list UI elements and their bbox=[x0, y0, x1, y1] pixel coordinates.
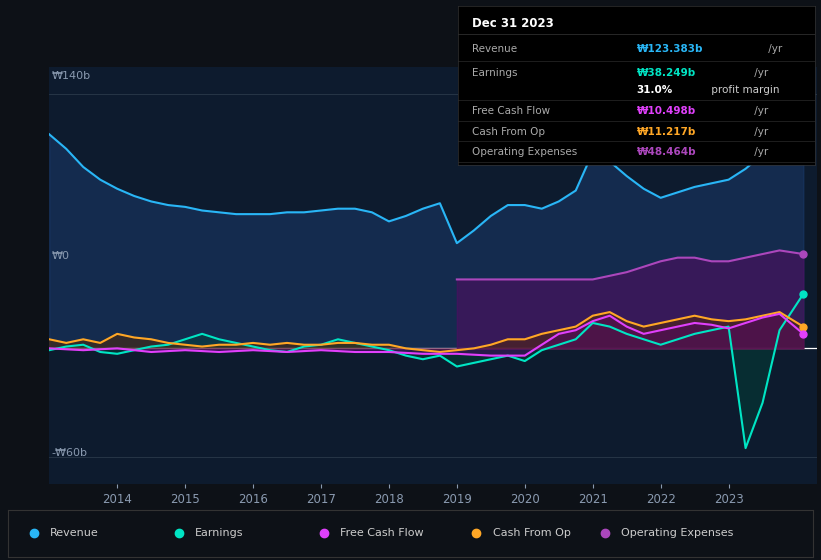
Text: Free Cash Flow: Free Cash Flow bbox=[472, 106, 551, 116]
Text: /yr: /yr bbox=[751, 127, 768, 137]
Text: Cash From Op: Cash From Op bbox=[472, 127, 545, 137]
Text: Revenue: Revenue bbox=[50, 529, 99, 538]
Text: /yr: /yr bbox=[751, 147, 768, 157]
Text: ₩48.464b: ₩48.464b bbox=[637, 147, 696, 157]
Text: ₩11.217b: ₩11.217b bbox=[637, 127, 696, 137]
Text: /yr: /yr bbox=[751, 106, 768, 116]
Text: ₩140b: ₩140b bbox=[52, 71, 90, 81]
Text: Cash From Op: Cash From Op bbox=[493, 529, 571, 538]
Text: /yr: /yr bbox=[751, 68, 768, 78]
Text: Operating Expenses: Operating Expenses bbox=[621, 529, 734, 538]
Text: ₩38.249b: ₩38.249b bbox=[637, 68, 696, 78]
Text: /yr: /yr bbox=[765, 44, 782, 54]
Text: Dec 31 2023: Dec 31 2023 bbox=[472, 17, 554, 30]
Text: ₩10.498b: ₩10.498b bbox=[637, 106, 696, 116]
Text: 31.0%: 31.0% bbox=[637, 85, 673, 95]
Text: ₩123.383b: ₩123.383b bbox=[637, 44, 703, 54]
Text: profit margin: profit margin bbox=[709, 85, 780, 95]
Text: -₩60b: -₩60b bbox=[52, 448, 88, 458]
Text: Revenue: Revenue bbox=[472, 44, 517, 54]
Text: Operating Expenses: Operating Expenses bbox=[472, 147, 578, 157]
Text: Free Cash Flow: Free Cash Flow bbox=[340, 529, 424, 538]
Text: Earnings: Earnings bbox=[195, 529, 243, 538]
Text: ₩0: ₩0 bbox=[52, 251, 70, 261]
Text: Earnings: Earnings bbox=[472, 68, 518, 78]
